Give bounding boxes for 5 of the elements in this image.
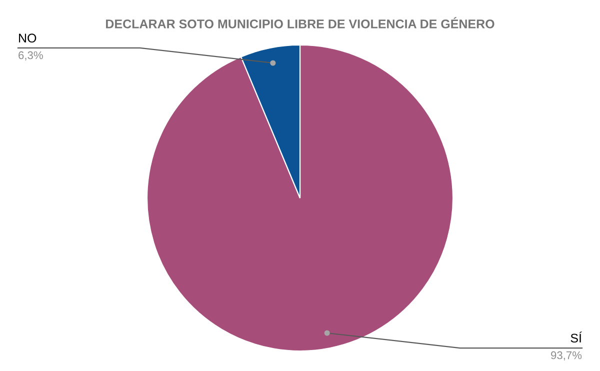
chart-title: DECLARAR SOTO MUNICIPIO LIBRE DE VIOLENCIA DE GÉNERO bbox=[106, 17, 494, 28]
data-label: 6,3% bbox=[18, 51, 43, 60]
slice-label: SÍ bbox=[570, 332, 582, 343]
data-label: 93,7% bbox=[551, 351, 582, 360]
slice-label: NO bbox=[19, 34, 36, 43]
